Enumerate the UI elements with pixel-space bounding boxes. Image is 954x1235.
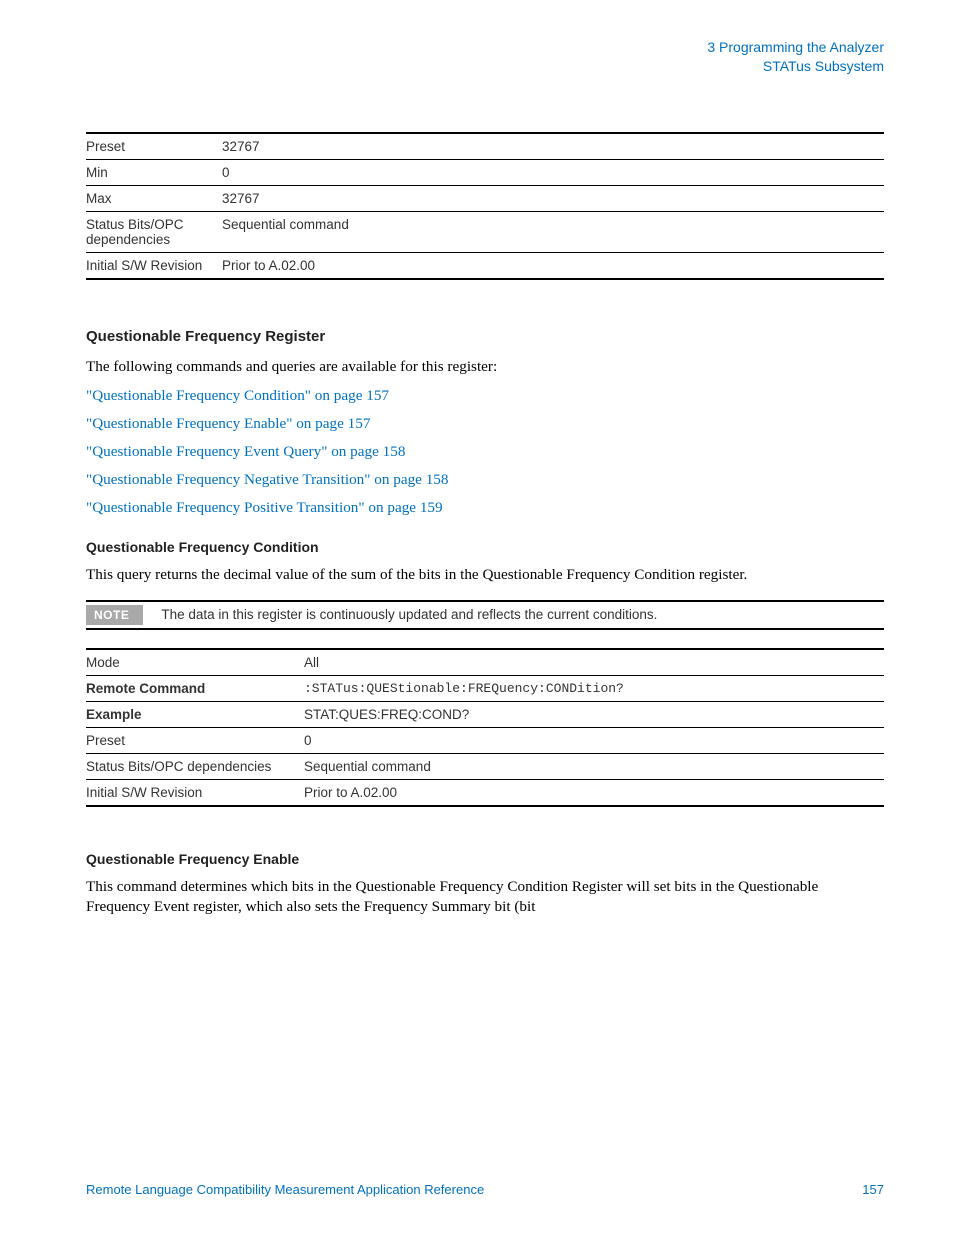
- param-label: Max: [86, 185, 222, 211]
- table-row: Remote Command :STATus:QUEStionable:FREQ…: [86, 675, 884, 701]
- table-row: Preset 32767: [86, 133, 884, 160]
- table-row: Status Bits/OPC dependencies Sequential …: [86, 211, 884, 252]
- table-row: Preset 0: [86, 727, 884, 753]
- note-badge: NOTE: [86, 605, 143, 625]
- table-row: Example STAT:QUES:FREQ:COND?: [86, 701, 884, 727]
- param-value: All: [304, 649, 884, 676]
- param-value: 32767: [222, 133, 884, 160]
- condition-table: Mode All Remote Command :STATus:QUEStion…: [86, 648, 884, 807]
- param-value: Prior to A.02.00: [304, 779, 884, 806]
- footer-page-number: 157: [862, 1182, 884, 1197]
- chapter-number: 3: [707, 39, 715, 55]
- chapter-title: Programming the Analyzer: [719, 39, 884, 55]
- page-footer: Remote Language Compatibility Measuremen…: [86, 1182, 884, 1197]
- register-heading: Questionable Frequency Register: [86, 328, 884, 345]
- xref-link[interactable]: "Questionable Frequency Negative Transit…: [86, 471, 884, 489]
- xref-link[interactable]: "Questionable Frequency Condition" on pa…: [86, 387, 884, 405]
- param-label: Status Bits/OPC dependencies: [86, 753, 304, 779]
- param-label: Min: [86, 159, 222, 185]
- note-text: The data in this register is continuousl…: [143, 607, 657, 622]
- param-label: Example: [86, 701, 304, 727]
- xref-link[interactable]: "Questionable Frequency Event Query" on …: [86, 443, 884, 461]
- param-value: 0: [304, 727, 884, 753]
- param-value: 32767: [222, 185, 884, 211]
- param-value: Sequential command: [222, 211, 884, 252]
- xref-link[interactable]: "Questionable Frequency Enable" on page …: [86, 415, 884, 433]
- table-row: Min 0: [86, 159, 884, 185]
- table-row: Status Bits/OPC dependencies Sequential …: [86, 753, 884, 779]
- param-value: 0: [222, 159, 884, 185]
- param-label: Remote Command: [86, 675, 304, 701]
- table-row: Mode All: [86, 649, 884, 676]
- condition-text: This query returns the decimal value of …: [86, 565, 884, 586]
- subsection-title: STATus Subsystem: [763, 58, 884, 74]
- param-label: Preset: [86, 727, 304, 753]
- param-value: Prior to A.02.00: [222, 252, 884, 279]
- register-intro: The following commands and queries are a…: [86, 357, 884, 378]
- page-header: 3 Programming the Analyzer STATus Subsys…: [86, 38, 884, 76]
- param-label: Status Bits/OPC dependencies: [86, 211, 222, 252]
- footer-title: Remote Language Compatibility Measuremen…: [86, 1182, 484, 1197]
- param-label: Preset: [86, 133, 222, 160]
- param-value: STAT:QUES:FREQ:COND?: [304, 701, 884, 727]
- param-label: Initial S/W Revision: [86, 779, 304, 806]
- parameters-table-1: Preset 32767 Min 0 Max 32767 Status Bits…: [86, 132, 884, 280]
- enable-text: This command determines which bits in th…: [86, 877, 884, 918]
- xref-link[interactable]: "Questionable Frequency Positive Transit…: [86, 499, 884, 517]
- enable-heading: Questionable Frequency Enable: [86, 851, 884, 867]
- table-row: Initial S/W Revision Prior to A.02.00: [86, 779, 884, 806]
- param-value: Sequential command: [304, 753, 884, 779]
- table-row: Initial S/W Revision Prior to A.02.00: [86, 252, 884, 279]
- param-label: Mode: [86, 649, 304, 676]
- param-value: :STATus:QUEStionable:FREQuency:CONDition…: [304, 675, 884, 701]
- table-row: Max 32767: [86, 185, 884, 211]
- note-block: NOTE The data in this register is contin…: [86, 600, 884, 630]
- param-label: Initial S/W Revision: [86, 252, 222, 279]
- condition-heading: Questionable Frequency Condition: [86, 539, 884, 555]
